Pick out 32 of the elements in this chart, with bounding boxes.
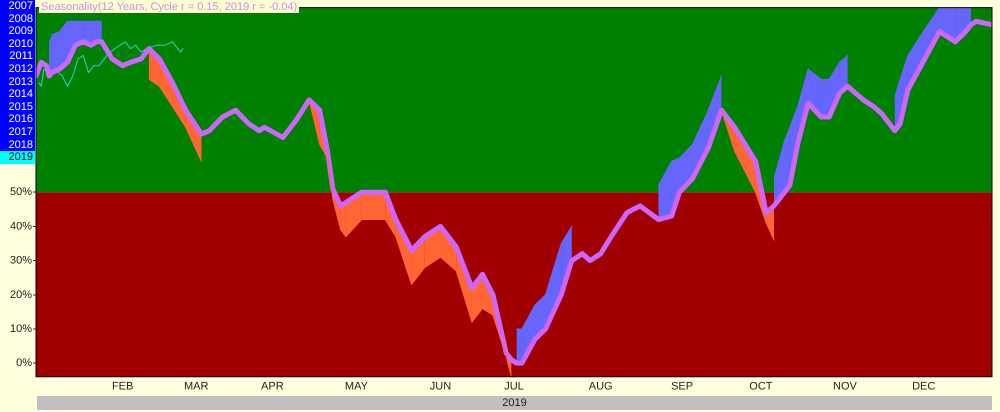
text: 2009 xyxy=(0,25,35,38)
text: 2010 xyxy=(0,38,35,50)
x-tick-label: MAR xyxy=(184,380,208,392)
x-tick-label: JUL xyxy=(504,380,524,392)
x-tick-label: OCT xyxy=(749,380,773,392)
x-tick-label: APR xyxy=(261,380,284,392)
chart-title: Seasonality(12 Years, Cycle r = 0.15, 2019 r = -0.04) xyxy=(39,1,300,13)
y-tick-label: 40% xyxy=(10,220,32,232)
text: 2013 xyxy=(0,76,35,88)
x-tick-label: DEC xyxy=(912,380,936,392)
x-tick-label: SEP xyxy=(671,380,694,392)
text: 2017 xyxy=(0,126,35,139)
x-tick-label: NOV xyxy=(833,380,858,392)
text: 2015 xyxy=(0,100,35,114)
text: 2014 xyxy=(0,88,35,101)
text: 2011 xyxy=(0,50,35,63)
x-tick-label: JUN xyxy=(430,380,452,392)
y-tick-label: 10% xyxy=(10,322,32,335)
text: 2007 xyxy=(0,0,35,13)
y-tick-label: 20% xyxy=(10,288,32,301)
y-tick-label: 30% xyxy=(10,254,32,267)
x-tick-label: AUG xyxy=(588,380,613,392)
text: 2019 xyxy=(37,396,992,410)
y-tick-label: 50% xyxy=(10,186,32,198)
x-axis-title: 2019 xyxy=(0,151,35,164)
text: 2016 xyxy=(0,113,35,126)
text: 2008 xyxy=(0,12,35,26)
text: 2018 xyxy=(0,138,35,152)
y-tick-label: 0% xyxy=(16,357,32,370)
x-tick-label: MAY xyxy=(344,380,369,392)
x-tick-label: FEB xyxy=(112,380,134,392)
text: 2012 xyxy=(0,62,35,76)
